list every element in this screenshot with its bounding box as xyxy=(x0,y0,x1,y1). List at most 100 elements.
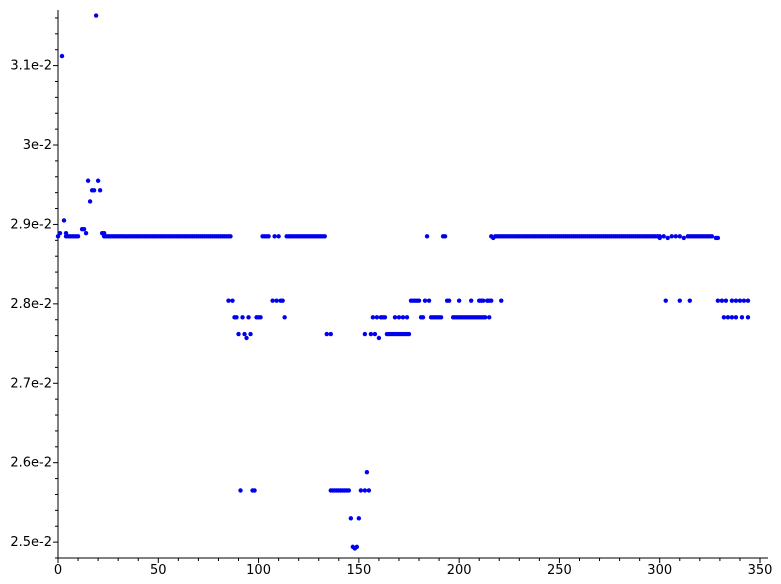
y-tick-label: 2.8e-2 xyxy=(10,297,52,312)
x-tick-label: 0 xyxy=(54,563,62,578)
data-point xyxy=(681,235,686,241)
y-tick-label: 3e-2 xyxy=(23,138,52,153)
data-point xyxy=(226,298,231,303)
data-point xyxy=(446,298,452,303)
data-point xyxy=(487,315,492,320)
data-point xyxy=(489,298,494,303)
x-tick-label: 150 xyxy=(346,563,371,578)
data-point xyxy=(366,488,372,493)
x-tick-label: 50 xyxy=(150,563,167,578)
data-point xyxy=(677,298,682,303)
data-point xyxy=(709,234,715,239)
data-point xyxy=(228,234,233,239)
data-point xyxy=(274,298,279,303)
data-point xyxy=(400,315,406,320)
data-point xyxy=(739,315,745,320)
data-point xyxy=(715,298,721,303)
data-point xyxy=(426,298,432,303)
x-tick-label: 250 xyxy=(547,563,572,578)
data-point xyxy=(348,516,354,521)
data-point xyxy=(491,235,496,241)
data-point xyxy=(242,331,247,337)
data-point xyxy=(382,315,388,320)
data-point xyxy=(386,331,392,337)
data-point xyxy=(276,234,281,239)
y-tick-label: 2.6e-2 xyxy=(10,456,52,471)
data-point xyxy=(101,230,107,236)
data-point xyxy=(324,331,329,337)
data-point xyxy=(280,298,285,303)
data-point xyxy=(665,235,670,241)
data-point xyxy=(266,234,271,239)
data-point xyxy=(328,331,333,337)
data-point xyxy=(238,488,243,493)
data-point xyxy=(236,331,241,337)
data-point xyxy=(481,298,486,303)
data-point xyxy=(661,234,666,239)
data-point xyxy=(663,298,668,303)
data-point xyxy=(456,298,462,303)
data-point xyxy=(346,488,352,493)
data-point xyxy=(57,230,63,236)
data-point xyxy=(677,234,682,239)
data-point xyxy=(438,315,444,320)
data-point xyxy=(729,298,735,303)
data-point xyxy=(270,298,275,303)
data-point xyxy=(729,315,735,320)
data-point xyxy=(396,315,402,320)
data-point xyxy=(499,298,504,303)
data-point xyxy=(721,315,727,320)
data-point xyxy=(75,234,81,239)
data-point xyxy=(95,178,101,183)
data-point xyxy=(745,298,751,303)
data-point xyxy=(258,315,263,320)
data-point xyxy=(372,331,378,337)
y-tick-label: 2.7e-2 xyxy=(10,376,52,391)
data-point xyxy=(376,335,382,341)
data-point xyxy=(97,188,103,193)
data-point xyxy=(715,235,721,241)
data-point xyxy=(61,218,67,223)
data-point xyxy=(468,298,474,303)
y-tick-label: 2.9e-2 xyxy=(10,217,52,232)
data-point xyxy=(719,298,725,303)
data-point xyxy=(240,315,245,320)
y-tick-label: 2.5e-2 xyxy=(10,535,52,550)
data-point xyxy=(354,544,360,550)
data-point xyxy=(416,298,422,303)
data-point xyxy=(358,488,364,493)
data-point xyxy=(59,53,65,59)
data-point xyxy=(737,298,743,303)
data-point xyxy=(733,315,739,320)
data-point xyxy=(669,234,674,239)
data-point xyxy=(282,315,287,320)
data-point xyxy=(442,234,448,239)
data-point xyxy=(723,298,729,303)
data-point xyxy=(420,315,426,320)
data-point xyxy=(248,331,253,337)
data-point xyxy=(404,315,410,320)
data-point xyxy=(234,315,239,320)
data-point xyxy=(733,298,739,303)
data-point xyxy=(741,298,747,303)
y-tick-label: 3.1e-2 xyxy=(10,59,52,74)
data-point xyxy=(673,234,678,239)
data-point xyxy=(374,315,380,320)
x-tick-label: 100 xyxy=(246,563,271,578)
data-point xyxy=(406,331,412,337)
data-point xyxy=(362,488,368,493)
data-point xyxy=(745,315,751,320)
data-point xyxy=(725,315,731,320)
data-point xyxy=(483,315,488,320)
data-point xyxy=(370,315,376,320)
axes: 0 50 100 150 200 250 300 350 2.5e-2 2.6e-2 2.7e-2 2… xyxy=(10,10,772,578)
data-point xyxy=(368,331,374,337)
data-point xyxy=(81,227,87,232)
data-point xyxy=(362,331,368,337)
data-point xyxy=(424,234,430,239)
data-point xyxy=(246,315,251,320)
data-point xyxy=(364,470,370,475)
data-point xyxy=(272,234,277,239)
data-point xyxy=(422,298,428,303)
